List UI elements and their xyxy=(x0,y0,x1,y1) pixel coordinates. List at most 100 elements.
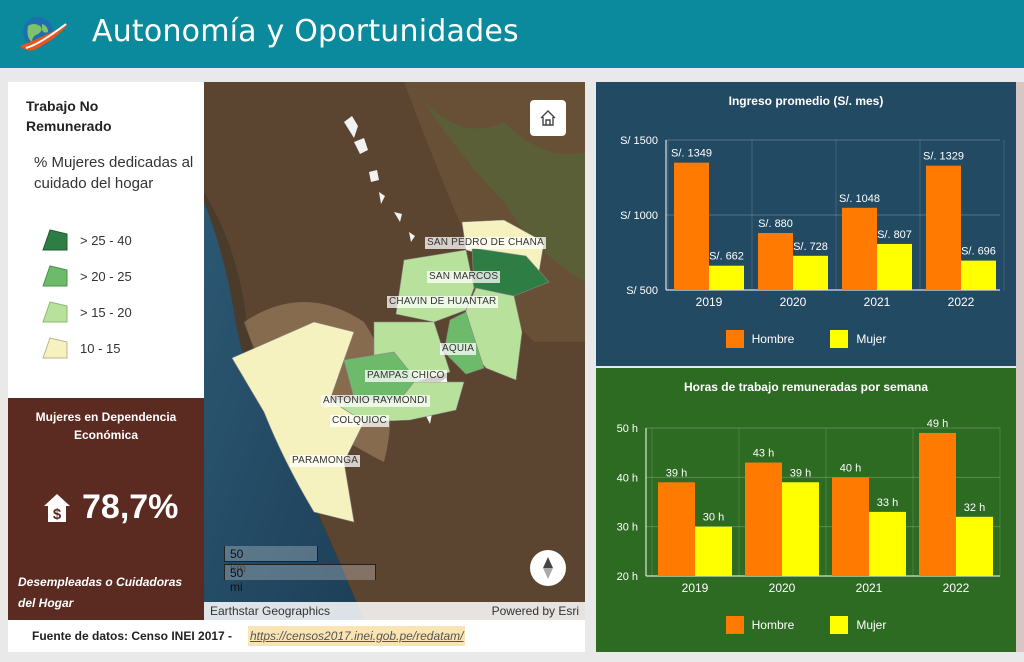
data-label: 40 h xyxy=(840,462,861,474)
home-icon xyxy=(540,110,556,126)
map-view[interactable]: SAN PEDRO DE CHANA SAN MARCOS CHAVIN DE … xyxy=(204,82,585,620)
data-label: S/. 880 xyxy=(758,218,793,230)
legend-item: 10 - 15 xyxy=(42,336,120,360)
legend-item: > 25 - 40 xyxy=(42,228,132,252)
bar-hombre xyxy=(658,482,695,576)
bar-mujer xyxy=(956,516,993,576)
bar-hombre xyxy=(926,165,961,290)
legend-label: > 25 - 40 xyxy=(80,232,132,248)
legend-swatch-hombre xyxy=(725,616,744,634)
bar-mujer xyxy=(877,243,912,290)
scale-mi-line xyxy=(224,564,376,580)
chart-legend: Hombre Mujer xyxy=(596,616,1016,634)
map-legend: Trabajo No Remunerado % Mujeres dedicada… xyxy=(8,82,204,398)
legend-label: 10 - 15 xyxy=(80,340,121,356)
chart-title: Ingreso promedio (S/. mes) xyxy=(728,94,884,108)
map-label: SAN MARCOS xyxy=(427,271,501,283)
data-label: S/. 696 xyxy=(961,246,996,258)
data-label: 30 h xyxy=(703,512,724,524)
source-label: Fuente de datos: Censo INEI 2017 - xyxy=(32,629,233,643)
data-label: 39 h xyxy=(790,467,811,479)
data-label: S/. 1048 xyxy=(839,193,880,205)
dependencia-value: 78,7% xyxy=(82,488,179,526)
legend-swatch-mujer xyxy=(830,616,849,634)
compass-icon xyxy=(543,557,553,579)
legend-swatch-mujer xyxy=(830,330,849,348)
legend-item: > 20 - 25 xyxy=(42,264,132,288)
attribution-source: Earthstar Geographics xyxy=(210,604,331,618)
x-tick-label: 2020 xyxy=(769,581,796,595)
y-tick-label: S/ 1000 xyxy=(620,210,658,222)
page-title: Autonomía y Oportunidades xyxy=(92,14,519,49)
bar-mujer xyxy=(869,511,906,576)
side-strip xyxy=(1016,82,1024,652)
bar-hombre xyxy=(919,432,956,576)
legend-swatch xyxy=(42,337,68,359)
bar-mujer xyxy=(793,255,828,290)
legend-swatch xyxy=(42,229,68,251)
bar-hombre xyxy=(832,477,869,576)
data-label: 39 h xyxy=(666,467,687,479)
app-header: Autonomía y Oportunidades xyxy=(0,0,1024,68)
horas-chart: 50 h 40 h 30 h 20 h 39 h 30 h 2019 43 h 39 h 2020… xyxy=(617,418,1001,595)
attribution-esri[interactable]: Powered by Esri xyxy=(491,604,579,618)
legend-hombre[interactable]: Hombre xyxy=(725,616,794,634)
scale-mi-label: 50 mi xyxy=(230,566,244,594)
horas-chart-panel: Horas de trabajo remuneradas por semana … xyxy=(596,368,1016,652)
legend-label: Hombre xyxy=(751,332,795,346)
legend-title: Trabajo No Remunerado xyxy=(26,98,112,134)
map-label: CHAVIN DE HUANTAR xyxy=(387,296,499,308)
compass-button[interactable] xyxy=(530,550,566,586)
bar-hombre xyxy=(758,233,793,290)
map-label: ANTONIO RAYMONDI xyxy=(321,395,430,407)
dependencia-value-row: $ 78,7% xyxy=(42,488,178,527)
x-tick-label: 2022 xyxy=(943,581,970,595)
data-label: 43 h xyxy=(753,448,774,460)
legend-swatch xyxy=(42,265,68,287)
data-label: S/. 662 xyxy=(709,251,744,263)
x-tick-label: 2022 xyxy=(948,295,975,309)
bar-mujer xyxy=(782,482,819,576)
legend-swatch xyxy=(42,301,68,323)
dependencia-title: Mujeres en Dependencia Económica xyxy=(35,410,177,442)
home-button[interactable] xyxy=(530,100,566,136)
y-tick-label: S/ 1500 xyxy=(620,135,658,147)
dependencia-card: Mujeres en Dependencia Económica $ 78,7%… xyxy=(8,398,204,620)
x-tick-label: 2021 xyxy=(864,295,891,309)
map-label: SAN PEDRO DE CHANA xyxy=(425,237,546,249)
source-bar: Fuente de datos: Censo INEI 2017 - https… xyxy=(8,620,585,652)
map-canvas[interactable] xyxy=(204,82,585,620)
scale-km-line xyxy=(224,546,318,562)
x-tick-label: 2019 xyxy=(696,295,723,309)
data-label: S/. 807 xyxy=(877,229,912,241)
bar-mujer xyxy=(961,260,996,290)
legend-hombre[interactable]: Hombre xyxy=(725,330,795,348)
bar-mujer xyxy=(695,526,732,576)
legend-label: Mujer xyxy=(856,332,887,346)
data-label: S/. 728 xyxy=(793,241,828,253)
bar-hombre xyxy=(842,207,877,290)
legend-mujer[interactable]: Mujer xyxy=(830,330,886,348)
ingreso-chart: S/ 1500 S/ 1000 S/ 500 S/. 1349 S/. 662 2019 S… xyxy=(620,135,1005,309)
source-link[interactable]: https://censos2017.inei.gob.pe/redatam/ xyxy=(248,626,466,646)
map-label: PARAMONGA xyxy=(290,455,361,467)
map-label: COLQUIOC xyxy=(330,415,389,427)
y-tick-label: 20 h xyxy=(617,571,638,583)
x-tick-label: 2019 xyxy=(682,581,709,595)
chart-legend: Hombre Mujer xyxy=(596,330,1016,348)
ingreso-chart-panel: Ingreso promedio (S/. mes) S/ 1500 S/ 100… xyxy=(596,82,1016,366)
map-attribution: Earthstar Geographics Powered by Esri xyxy=(204,602,585,620)
data-label: 33 h xyxy=(877,497,898,509)
svg-text:$: $ xyxy=(53,506,62,523)
data-label: 49 h xyxy=(927,418,948,430)
legend-mujer[interactable]: Mujer xyxy=(830,616,886,634)
bar-hombre xyxy=(745,462,782,576)
bar-mujer xyxy=(709,265,744,290)
y-tick-label: 40 h xyxy=(617,472,638,484)
legend-label: Mujer xyxy=(856,618,887,632)
y-tick-label: S/ 500 xyxy=(626,285,658,297)
map-label: AQUIA xyxy=(440,343,477,355)
data-label: S/. 1349 xyxy=(671,148,712,160)
globe-icon[interactable] xyxy=(16,12,72,56)
chart-title: Horas de trabajo remuneradas por semana xyxy=(683,380,929,394)
